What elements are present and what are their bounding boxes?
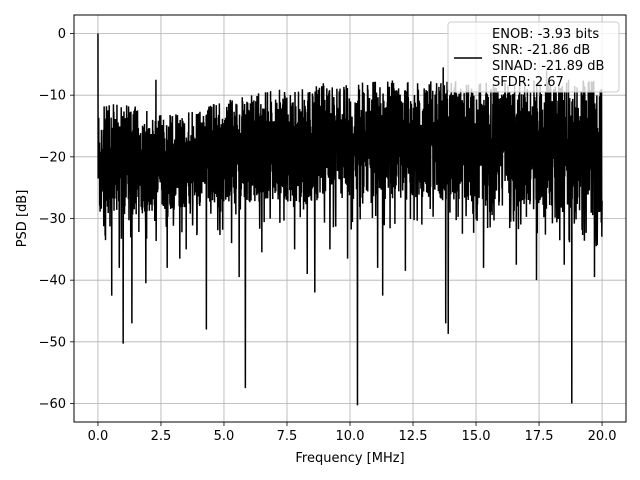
- x-tick-label: 10.0: [336, 429, 365, 444]
- x-tick-label: 15.0: [462, 429, 491, 444]
- y-tick-label: −50: [39, 335, 66, 350]
- y-tick-label: −20: [39, 150, 66, 165]
- y-tick-label: −30: [39, 212, 66, 227]
- x-tick-label: 12.5: [399, 429, 428, 444]
- x-tick-label: 0.0: [88, 429, 109, 444]
- legend-sfdr: SFDR: 2.67: [492, 75, 564, 90]
- y-tick-label: −60: [39, 397, 66, 412]
- x-tick-label: 17.5: [525, 429, 554, 444]
- legend-snr: SNR: -21.86 dB: [492, 43, 590, 58]
- x-tick-label: 2.5: [151, 429, 172, 444]
- legend: ENOB: -3.93 bits SNR: -21.86 dB SINAD: -…: [447, 21, 620, 93]
- x-axis-label: Frequency [MHz]: [295, 451, 404, 466]
- axes-frame: [73, 14, 627, 423]
- x-tick-label: 5.0: [214, 429, 235, 444]
- y-tick-label: 0: [58, 27, 66, 42]
- axis-ticks: 0.0 2.5 5.0 7.5 10.0 12.5 15.0 17.5 20.0 0 −10 −20 −…: [39, 27, 617, 444]
- x-tick-label: 7.5: [277, 429, 298, 444]
- y-axis-label: PSD [dB]: [15, 190, 30, 248]
- x-tick-label: 20.0: [588, 429, 617, 444]
- psd-series-line: [97, 33, 603, 406]
- y-tick-label: −40: [39, 274, 66, 289]
- legend-sinad: SINAD: -21.89 dB: [492, 59, 604, 74]
- y-tick-label: −10: [39, 89, 66, 104]
- legend-enob: ENOB: -3.93 bits: [492, 27, 599, 42]
- legend-box: [447, 21, 620, 93]
- plot-area: [97, 33, 603, 406]
